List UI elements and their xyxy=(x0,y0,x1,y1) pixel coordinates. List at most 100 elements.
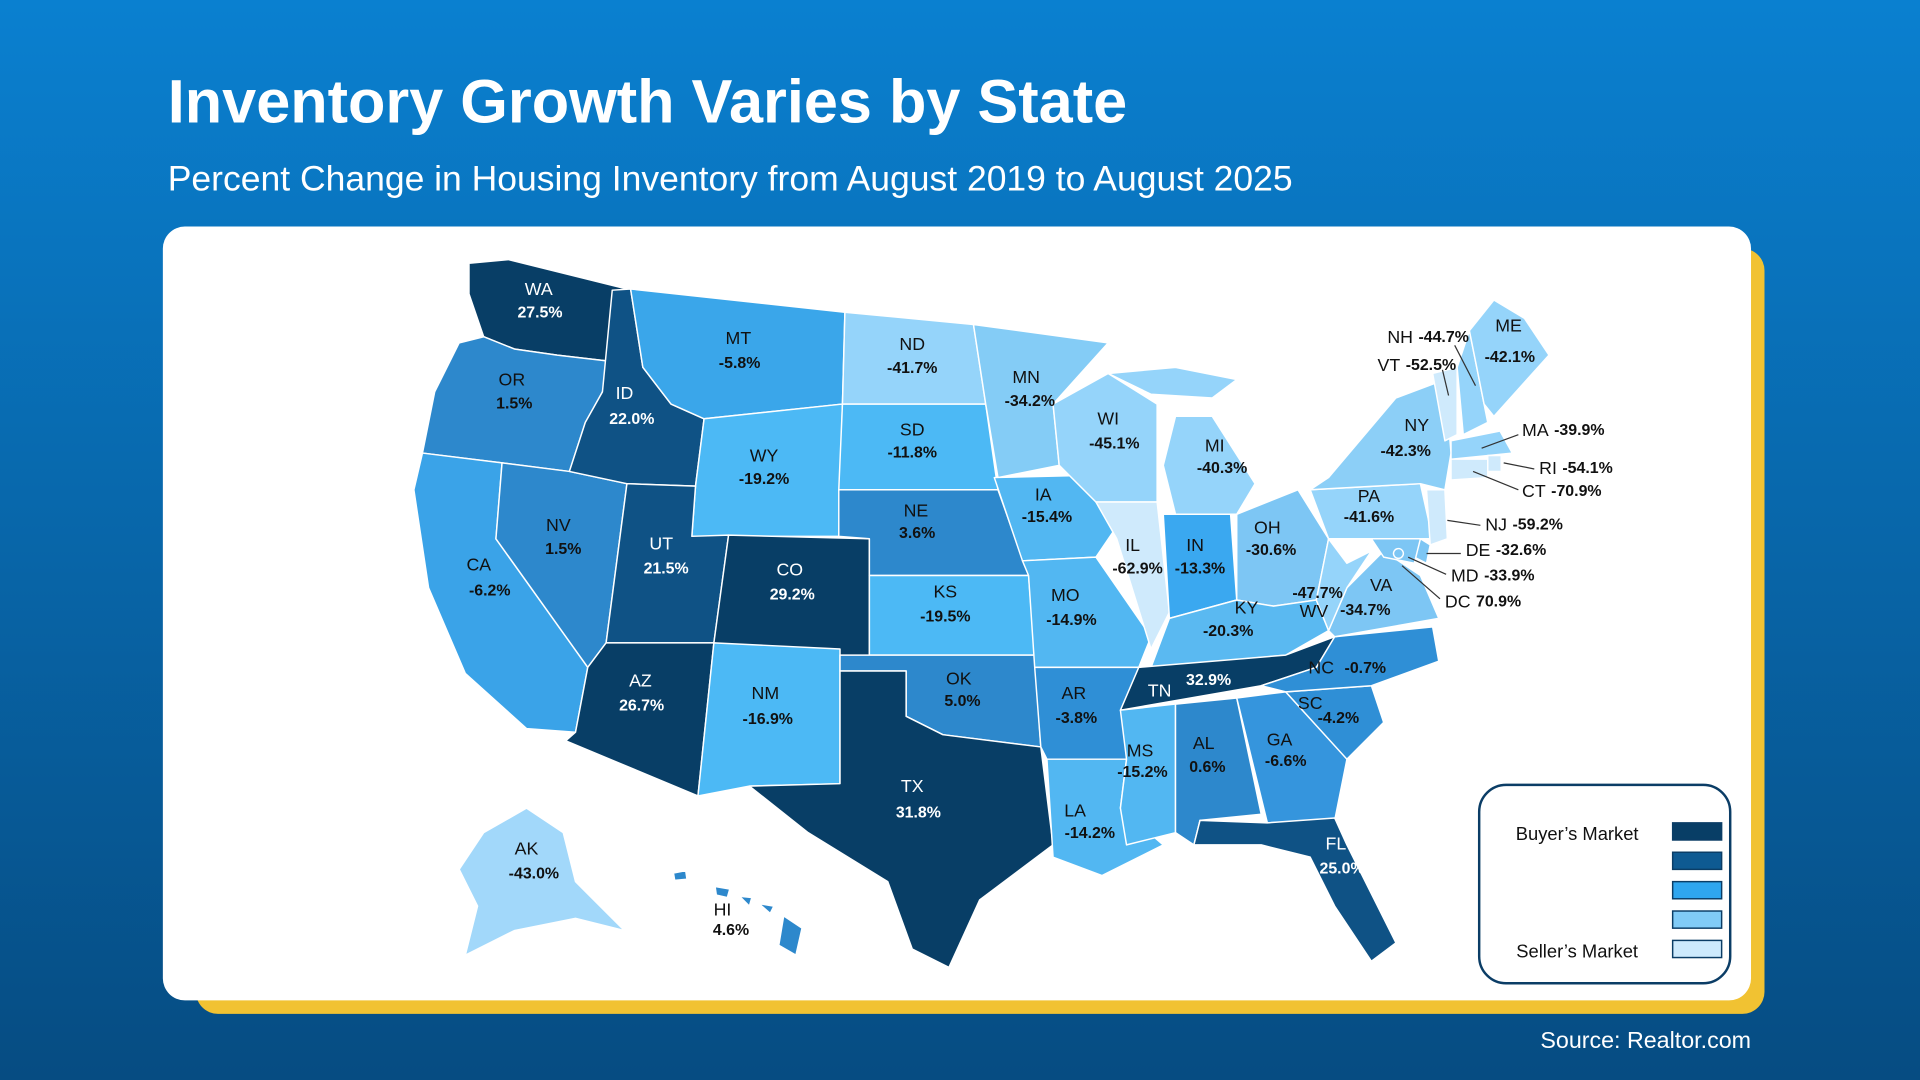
state-abbr: HI xyxy=(714,900,732,920)
state-value: -3.8% xyxy=(1056,710,1098,727)
state-value: 1.5% xyxy=(545,541,581,558)
state-value: -44.7% xyxy=(1418,329,1468,346)
leader-line xyxy=(1503,462,1535,470)
state xyxy=(1260,626,1440,693)
legend-box xyxy=(1477,783,1732,985)
state-abbr: LA xyxy=(1064,801,1086,821)
state xyxy=(1450,430,1513,460)
state-label: NH -44.7% xyxy=(1387,326,1469,348)
leader-line xyxy=(1447,519,1481,526)
state-abbr: UT xyxy=(649,534,673,554)
legend-swatch xyxy=(1671,910,1723,929)
source: Source: Realtor.com xyxy=(1540,1027,1751,1053)
state-abbr: AR xyxy=(1062,683,1087,703)
state-abbr: TX xyxy=(901,776,924,796)
leader-line xyxy=(1481,434,1519,449)
state-label: DE -32.6% xyxy=(1466,539,1547,561)
state-value: -15.4% xyxy=(1022,509,1072,526)
state-label: MA -39.9% xyxy=(1522,419,1604,441)
state xyxy=(672,869,803,956)
state-label: VT -52.5% xyxy=(1378,354,1457,376)
state-value: 22.0% xyxy=(609,411,654,428)
state-value: 0.6% xyxy=(1189,759,1225,776)
state-value: 5.0% xyxy=(944,693,980,710)
legend-swatch xyxy=(1671,851,1723,871)
state-value: -0.7% xyxy=(1345,660,1387,677)
state-abbr: SC xyxy=(1298,693,1323,713)
state-abbr: NV xyxy=(546,515,571,535)
state-abbr: AZ xyxy=(629,671,652,691)
state-label: RI -54.1% xyxy=(1539,457,1613,479)
legend-swatch xyxy=(1671,939,1723,959)
state-abbr: MA xyxy=(1522,420,1549,440)
state-value: -41.6% xyxy=(1344,509,1394,526)
leader-line xyxy=(1454,345,1477,386)
state-abbr: CO xyxy=(776,559,803,579)
state-value: -6.2% xyxy=(469,583,511,600)
state-abbr: CT xyxy=(1522,481,1546,501)
state-abbr: MN xyxy=(1012,367,1040,387)
state-value: 21.5% xyxy=(644,561,689,578)
title: Inventory Growth Varies by State xyxy=(168,68,1127,136)
state-abbr: MO xyxy=(1051,585,1080,605)
state-abbr: NM xyxy=(752,683,780,703)
state-value: -54.1% xyxy=(1562,460,1612,477)
state-value: -6.6% xyxy=(1265,753,1307,770)
state-value: -47.7% xyxy=(1292,585,1342,602)
state-value: -4.2% xyxy=(1318,710,1360,727)
state-abbr: NY xyxy=(1404,415,1429,435)
state-abbr: MT xyxy=(726,328,752,348)
state-value: -19.5% xyxy=(920,608,970,625)
state-abbr: SD xyxy=(900,420,925,440)
state-abbr: IL xyxy=(1125,535,1140,555)
state-abbr: PA xyxy=(1358,486,1381,506)
state-abbr: KS xyxy=(933,581,957,601)
state-label: NJ -59.2% xyxy=(1485,513,1563,535)
leader-line xyxy=(1401,565,1441,600)
state-abbr: FL xyxy=(1326,834,1347,854)
state-label: MD -33.9% xyxy=(1451,565,1534,587)
state-value: -34.7% xyxy=(1340,602,1390,619)
state-label: CT -70.9% xyxy=(1522,480,1602,502)
state-value: -41.7% xyxy=(887,360,937,377)
state-value: -52.5% xyxy=(1406,357,1456,374)
state-abbr: MS xyxy=(1127,741,1154,761)
state-value: -62.9% xyxy=(1112,561,1162,578)
state-value: -70.9% xyxy=(1551,483,1601,500)
state-value: -34.2% xyxy=(1005,393,1055,410)
leader-line xyxy=(1472,470,1519,491)
state-abbr: KY xyxy=(1235,597,1259,617)
state xyxy=(1487,454,1502,473)
state-value: -59.2% xyxy=(1512,517,1562,534)
leader-line xyxy=(1407,556,1447,575)
legend-swatch xyxy=(1671,880,1723,900)
state-value: -14.9% xyxy=(1046,612,1096,629)
state-abbr: TN xyxy=(1148,681,1172,701)
state-abbr: WY xyxy=(750,445,779,465)
state-value: 31.8% xyxy=(896,804,941,821)
state-abbr: DE xyxy=(1466,540,1491,560)
state-value: -14.2% xyxy=(1065,825,1115,842)
state xyxy=(1450,458,1489,481)
state-abbr: WV xyxy=(1300,601,1329,621)
state-abbr: OH xyxy=(1254,518,1281,538)
state-value: 3.6% xyxy=(899,525,935,542)
legend-swatch xyxy=(1671,822,1723,841)
state xyxy=(1309,378,1452,491)
state-value: -33.9% xyxy=(1484,568,1534,585)
state-value: -16.9% xyxy=(743,711,793,728)
state-abbr: MI xyxy=(1205,436,1225,456)
state-abbr: NE xyxy=(904,501,929,521)
state-value: 29.2% xyxy=(770,586,815,603)
state xyxy=(1095,501,1171,650)
state-value: -40.3% xyxy=(1197,460,1247,477)
state-value: 27.5% xyxy=(517,305,562,322)
state xyxy=(1193,817,1397,962)
state-abbr: OR xyxy=(499,370,526,390)
state-abbr: ND xyxy=(899,334,925,354)
state-value: -30.6% xyxy=(1246,542,1296,559)
state-abbr: IN xyxy=(1186,535,1204,555)
state-value: 26.7% xyxy=(619,698,664,715)
state xyxy=(748,670,1054,969)
